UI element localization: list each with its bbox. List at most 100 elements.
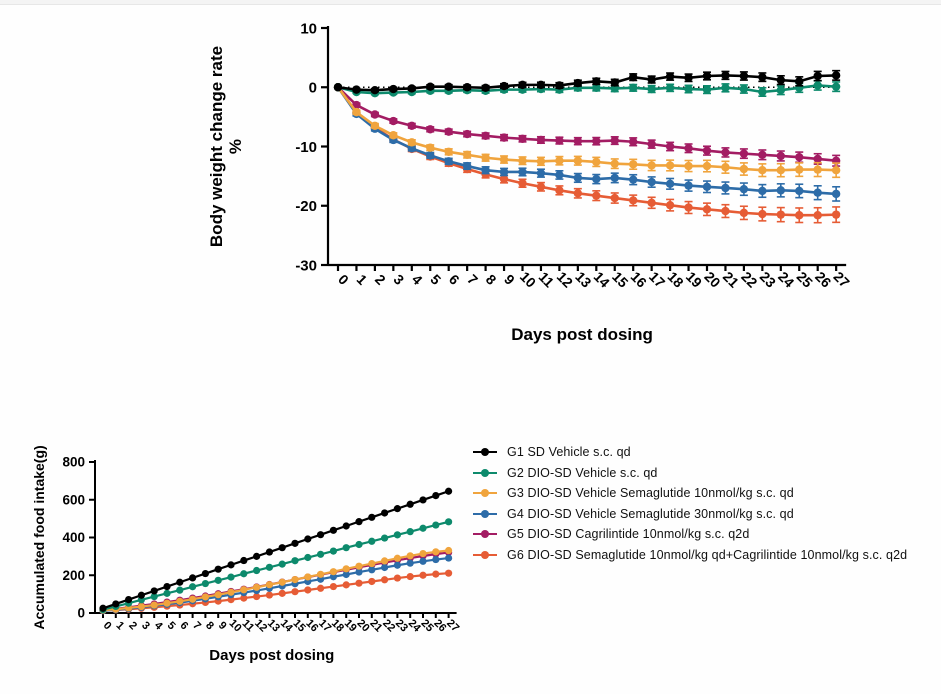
data-point [721,206,730,216]
data-point [776,210,785,219]
y-tick-label: -30 [295,257,317,274]
data-point [317,531,325,539]
series-G2-line [337,84,837,95]
data-point [536,182,546,191]
data-point [444,147,453,157]
data-point [355,579,363,587]
data-point [499,133,509,142]
y-tick-label: 10 [300,20,317,37]
legend-item-G1: G1 SD Vehicle s.c. qd [472,442,937,463]
data-point [702,146,712,155]
x-axis-title: Days post dosing [511,325,653,344]
x-tick-label: 7 [464,271,481,288]
data-point [355,562,363,570]
data-point [426,151,435,160]
data-point [278,578,286,586]
legend-dot [481,468,489,477]
data-point [163,582,171,591]
data-point [739,84,749,94]
data-point [176,597,184,605]
data-point [342,544,350,552]
data-point [573,189,583,198]
data-point [278,589,286,597]
data-point [370,121,380,130]
data-point [592,191,601,200]
series-G2-line [102,520,449,611]
legend-item-G6: G6 DIO-SD Semaglutide 10nmol/kg qd+Cagri… [472,545,937,566]
series-G3-line [336,86,837,172]
data-point [419,549,427,558]
data-point [317,550,325,558]
data-point [795,186,804,196]
data-point [831,82,841,91]
data-point [432,555,440,564]
series-G1-line [102,490,449,610]
legend-marker-G2-icon [473,468,497,477]
data-point [201,579,209,588]
data-point [393,561,401,569]
data-point [393,574,401,582]
data-point [555,136,564,145]
data-point [647,177,656,187]
legend-label: G6 DIO-SD Semaglutide 10nmol/kg qd+Cagri… [507,547,908,562]
data-point [536,80,546,90]
data-point [150,587,158,595]
data-point [739,208,749,218]
series-G5-line [337,86,837,163]
data-point [684,161,693,171]
data-point [317,584,325,592]
data-point [291,557,299,565]
data-point [329,526,337,534]
legend-marker-G1-icon [473,448,497,457]
series-G2-points [99,518,453,614]
data-point [214,565,222,573]
data-point [629,160,638,169]
data-point [721,83,730,93]
data-point [444,157,453,166]
data-point [406,572,414,581]
data-point [342,565,350,573]
legend-dot [481,530,489,539]
chart-legend: G1 SD Vehicle s.c. qd G2 DIO-SD Vehicle s… [472,442,937,565]
data-point [684,73,693,82]
data-point [445,546,453,555]
series-G3-points [99,546,453,614]
data-point [629,72,638,82]
data-point [813,71,822,81]
data-point [481,166,490,175]
data-point [721,71,730,80]
data-point [795,152,804,162]
data-point [555,156,564,165]
data-point [407,121,416,130]
legend-label: G4 DIO-SD Vehicle Semaglutide 30nmol/kg … [507,506,794,521]
data-point [304,586,312,594]
data-point [240,570,248,578]
data-point [163,589,171,597]
data-point [381,509,389,517]
data-point [831,189,841,199]
data-point [329,573,337,581]
data-point [647,139,656,149]
data-point [368,577,376,586]
data-point [831,71,841,80]
data-point [665,161,675,170]
x-tick-label: 1 [354,271,371,288]
data-point [432,491,440,500]
data-point [592,136,601,146]
data-point [407,84,416,93]
data-point [227,573,235,581]
data-point [342,570,350,579]
data-point [536,157,546,166]
y-tick-label: 600 [62,492,85,507]
data-point [189,583,197,591]
data-point [368,566,376,574]
data-point [813,154,822,164]
data-point [278,560,286,568]
data-point [702,182,712,191]
data-point [445,518,453,526]
data-point [240,556,248,565]
data-point [189,574,197,582]
legend-dot [481,509,489,518]
body-weight-chart: 100-10-20-300 1 2 3 4 5 6 7 8 9101112131415161718… [207,20,853,344]
data-point [555,81,564,90]
